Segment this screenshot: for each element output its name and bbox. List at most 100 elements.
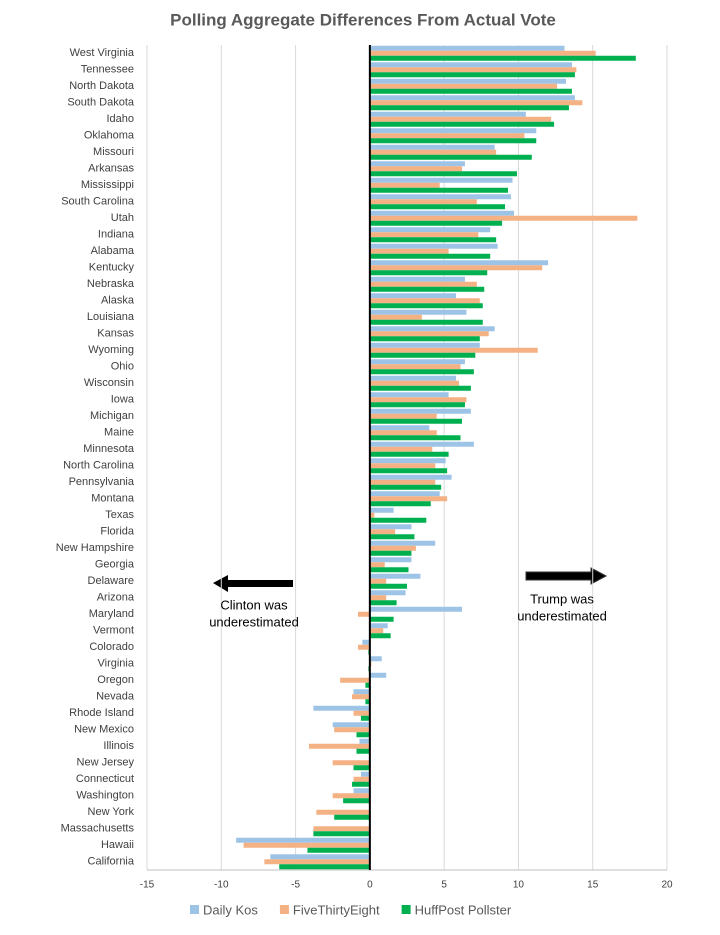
- bar: [369, 347, 538, 353]
- y-tick-label: North Dakota: [69, 80, 135, 92]
- bar: [369, 227, 491, 233]
- y-tick-label: Iowa: [111, 394, 135, 406]
- bar: [369, 276, 465, 282]
- bar: [369, 336, 480, 342]
- y-tick-label: Alaska: [101, 295, 135, 307]
- bar: [332, 722, 370, 728]
- legend-label: HuffPost Pollster: [415, 902, 512, 917]
- y-tick-label: Pennsylvania: [69, 476, 135, 488]
- bar: [369, 161, 465, 167]
- bar: [356, 732, 370, 738]
- bar: [357, 611, 370, 617]
- y-tick-label: Maine: [104, 427, 134, 439]
- bar: [365, 682, 370, 688]
- bar: [369, 309, 467, 315]
- y-tick-label: Colorado: [89, 641, 134, 653]
- bar: [369, 496, 448, 502]
- bar: [369, 468, 448, 474]
- y-tick-label: Arkansas: [88, 163, 134, 175]
- annotation: underestimated: [209, 614, 299, 629]
- bar: [369, 121, 555, 127]
- legend-swatch: [190, 905, 199, 914]
- bar: [369, 529, 396, 535]
- bar: [369, 534, 415, 540]
- bar: [369, 88, 572, 94]
- bar: [369, 545, 416, 551]
- y-tick-label: Montana: [91, 493, 135, 505]
- y-tick-label: Tennessee: [81, 64, 134, 76]
- bar: [369, 237, 497, 243]
- bar: [369, 380, 459, 386]
- bar: [369, 359, 465, 365]
- bar: [313, 705, 370, 711]
- bar: [369, 95, 575, 101]
- bar: [340, 677, 370, 683]
- y-tick-label: Georgia: [95, 559, 135, 571]
- bar: [369, 177, 513, 183]
- bar: [353, 689, 370, 695]
- bar: [369, 314, 422, 320]
- y-tick-label: West Virginia: [70, 47, 135, 59]
- x-tick-label: 15: [587, 880, 599, 891]
- bar: [369, 215, 638, 221]
- bar: [369, 149, 497, 155]
- bar: [369, 62, 572, 68]
- bar: [369, 408, 471, 414]
- y-tick-label: Virginia: [98, 658, 135, 670]
- bar: [369, 352, 476, 358]
- y-tick-label: Oregon: [97, 674, 134, 686]
- bar: [369, 210, 514, 216]
- bar: [369, 446, 433, 452]
- bar: [369, 491, 440, 497]
- y-tick-label: Minnesota: [83, 443, 135, 455]
- bar: [369, 111, 526, 117]
- bar: [369, 623, 388, 629]
- bar: [236, 837, 370, 843]
- bar: [369, 100, 583, 106]
- y-tick-label: Michigan: [90, 410, 134, 422]
- y-tick-label: Delaware: [88, 575, 134, 587]
- bar: [369, 441, 474, 447]
- bar: [369, 281, 477, 287]
- annotation: Clinton was: [220, 597, 288, 612]
- bar: [369, 128, 537, 134]
- bar: [369, 463, 436, 469]
- annotation: Trump was: [530, 591, 594, 606]
- bar: [352, 781, 370, 787]
- y-tick-label: Vermont: [93, 625, 134, 637]
- bar: [369, 270, 488, 276]
- y-tick-label: California: [88, 856, 135, 868]
- bar: [353, 788, 370, 794]
- bar: [369, 517, 427, 523]
- bar: [369, 524, 412, 530]
- y-tick-label: Missouri: [93, 146, 134, 158]
- bar: [369, 557, 412, 563]
- bar: [353, 710, 370, 716]
- bar: [369, 435, 461, 441]
- bar: [369, 298, 480, 304]
- bar: [308, 743, 370, 749]
- bar: [334, 727, 370, 733]
- bar: [307, 847, 370, 853]
- y-tick-label: Washington: [76, 790, 134, 802]
- y-tick-label: Indiana: [98, 229, 135, 241]
- y-tick-label: Utah: [111, 212, 134, 224]
- y-tick-label: Hawaii: [101, 839, 134, 851]
- bar: [369, 479, 436, 485]
- bar: [369, 144, 495, 150]
- y-tick-label: Kansas: [97, 328, 134, 340]
- y-tick-label: New Hampshire: [56, 542, 134, 554]
- bar: [369, 451, 449, 457]
- bar: [369, 540, 436, 546]
- bar: [369, 342, 480, 348]
- bar: [359, 738, 370, 744]
- bar: [369, 204, 506, 210]
- bar: [369, 583, 407, 589]
- x-tick-label: 10: [513, 880, 525, 891]
- bar: [369, 397, 467, 403]
- bar: [369, 248, 449, 254]
- bar: [264, 859, 370, 865]
- y-tick-label: Rhode Island: [69, 707, 134, 719]
- bar: [270, 854, 370, 860]
